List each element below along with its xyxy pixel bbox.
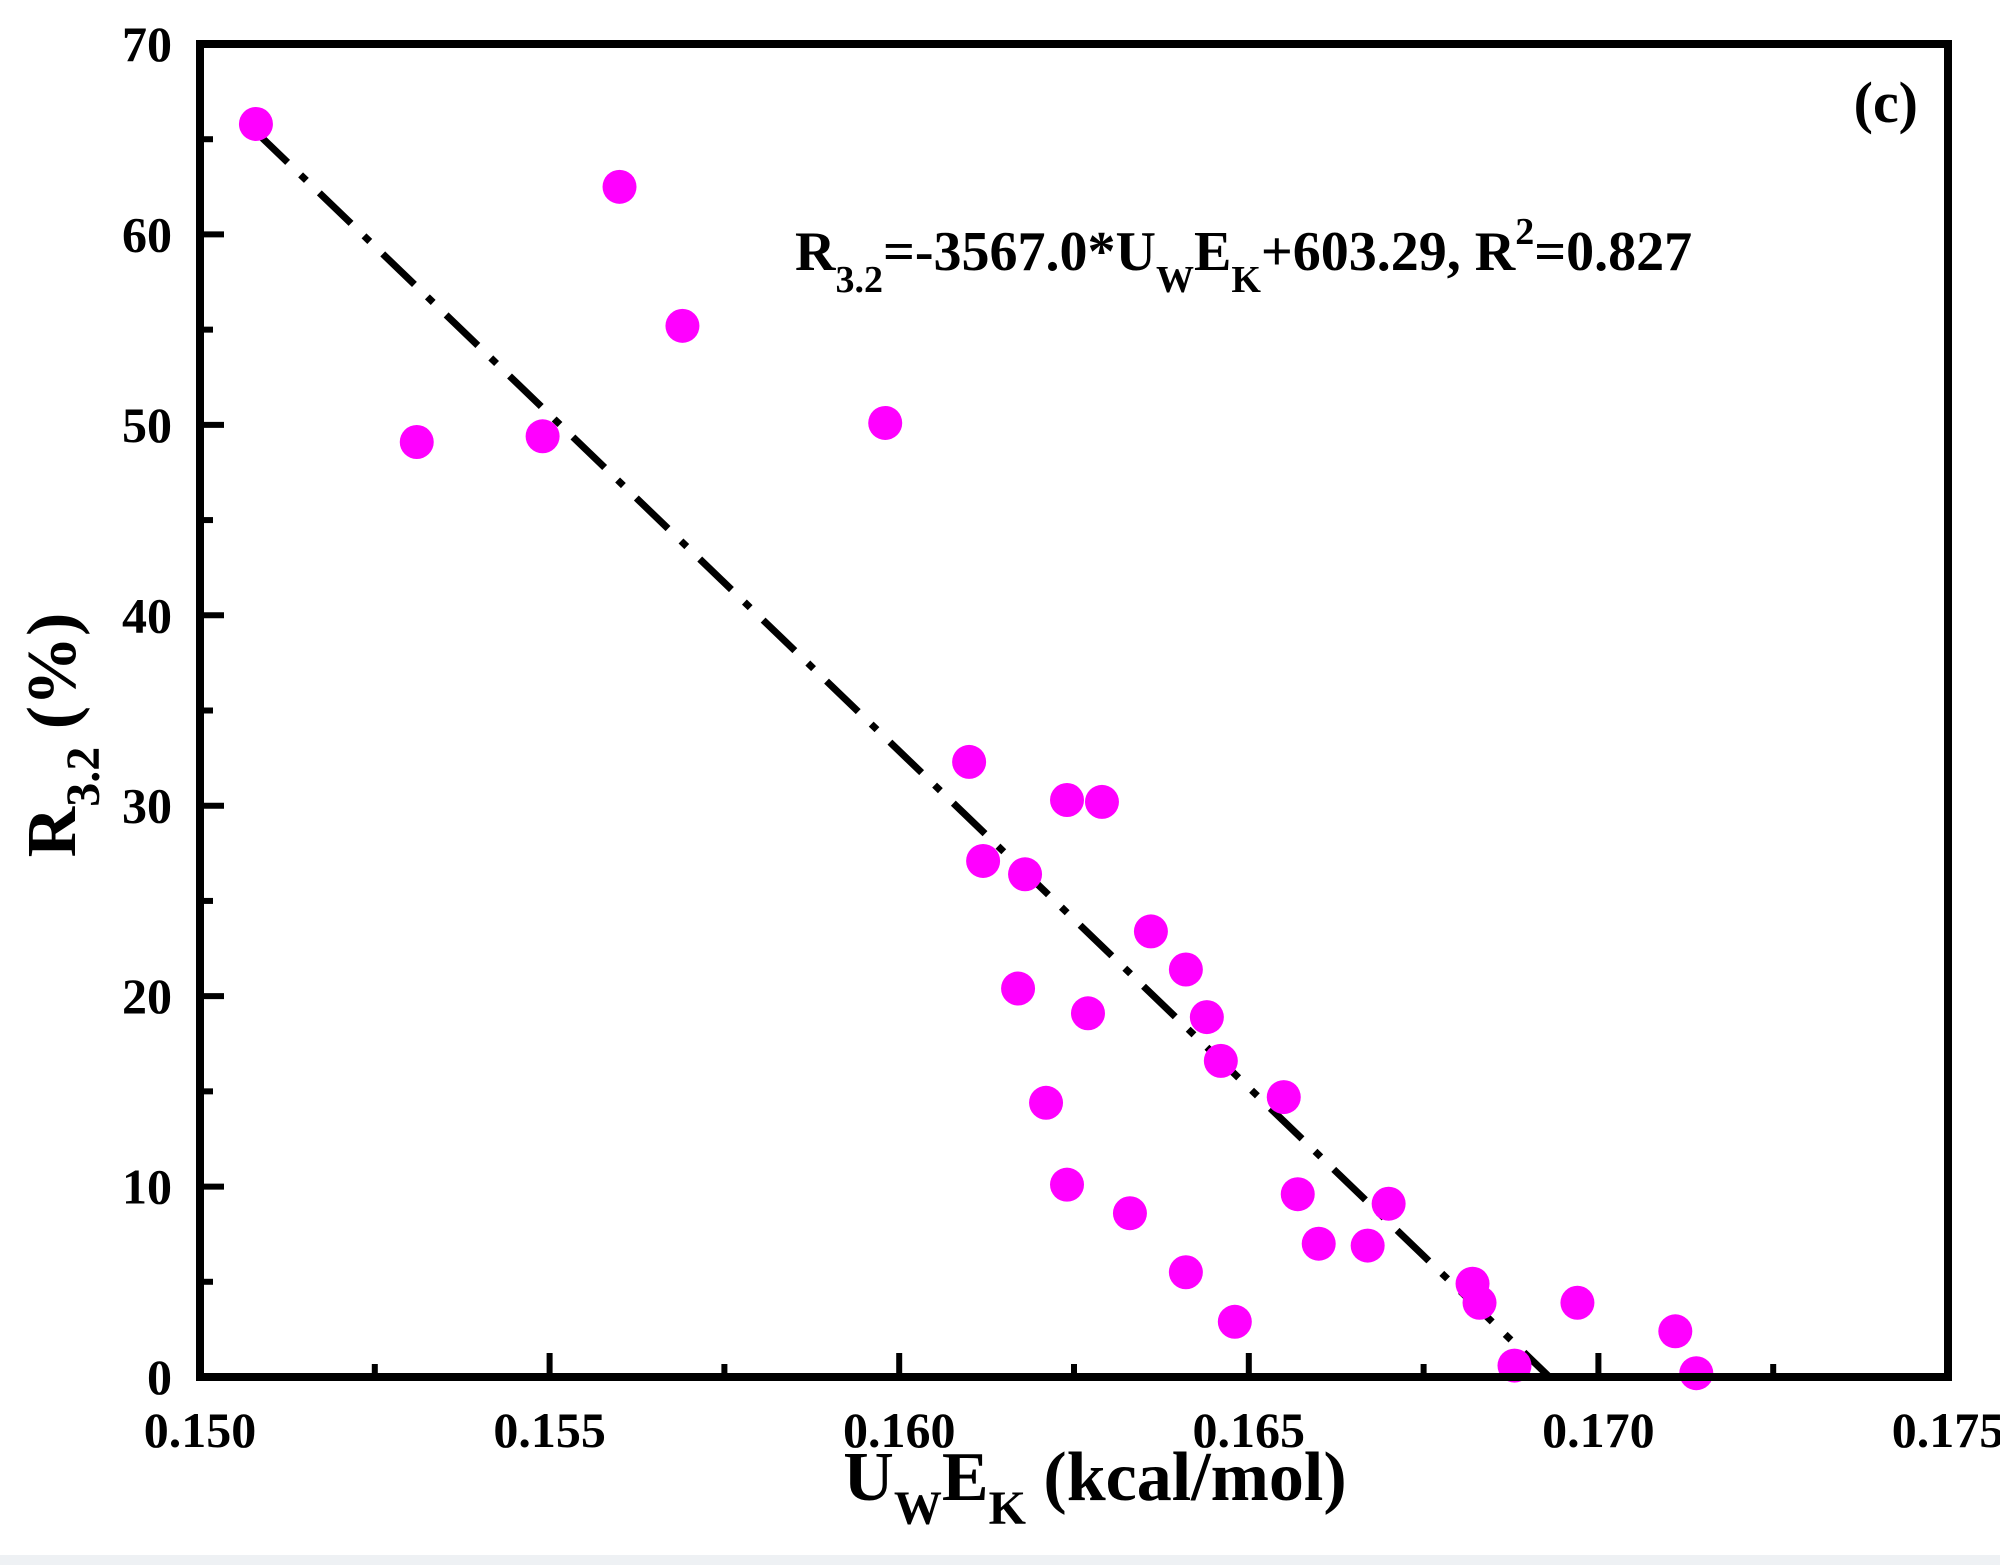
data-point (1462, 1285, 1497, 1320)
x-tick-label: 0.170 (1542, 1402, 1655, 1458)
data-point (1008, 857, 1043, 892)
regression-equation: R3.2=-3567.0*UWEK+603.29, R2=0.827 (795, 211, 1692, 301)
panel-label: (c) (1854, 70, 1918, 135)
data-point (1203, 1043, 1238, 1078)
data-point (665, 308, 700, 343)
y-tick-label: 40 (122, 587, 172, 643)
y-axis-title: R3.2 (%) (14, 613, 110, 858)
data-point (868, 405, 903, 440)
bottom-strip (0, 1555, 2000, 1565)
y-tick-label: 30 (122, 778, 172, 834)
data-point (1189, 1000, 1224, 1035)
data-point (1350, 1228, 1385, 1263)
data-point (602, 169, 637, 204)
data-point (1168, 952, 1203, 987)
regression-line (253, 129, 1552, 1380)
x-tick-label: 0.175 (1892, 1402, 2000, 1458)
y-tick-label: 0 (147, 1349, 172, 1405)
data-point (1001, 971, 1036, 1006)
y-tick-label: 10 (122, 1159, 172, 1215)
data-point (1070, 996, 1105, 1031)
data-point (1112, 1196, 1147, 1231)
x-tick-label: 0.155 (493, 1402, 606, 1458)
x-tick-label: 0.150 (144, 1402, 257, 1458)
data-point (1133, 914, 1168, 949)
data-point (1266, 1080, 1301, 1115)
y-tick-label: 60 (122, 206, 172, 262)
x-tick-label: 0.160 (843, 1402, 956, 1458)
data-point (966, 843, 1001, 878)
data-point (399, 424, 434, 459)
data-point (1050, 1167, 1085, 1202)
data-point (1280, 1177, 1315, 1212)
data-point (1168, 1255, 1203, 1290)
data-point (525, 419, 560, 454)
y-tick-label: 70 (122, 16, 172, 72)
data-point (1560, 1285, 1595, 1320)
data-point (952, 744, 987, 779)
data-point (1217, 1304, 1252, 1339)
data-point (1050, 783, 1085, 818)
data-point (238, 106, 273, 141)
data-point (1371, 1186, 1406, 1221)
x-tick-label: 0.165 (1193, 1402, 1306, 1458)
data-point (1029, 1085, 1064, 1120)
x-axis-title: UWEK (kcal/mol) (843, 1439, 1346, 1535)
y-tick-label: 50 (122, 397, 172, 453)
y-tick-label: 20 (122, 968, 172, 1024)
data-point (1658, 1314, 1693, 1349)
data-point (1084, 784, 1119, 819)
data-point (1301, 1226, 1336, 1261)
